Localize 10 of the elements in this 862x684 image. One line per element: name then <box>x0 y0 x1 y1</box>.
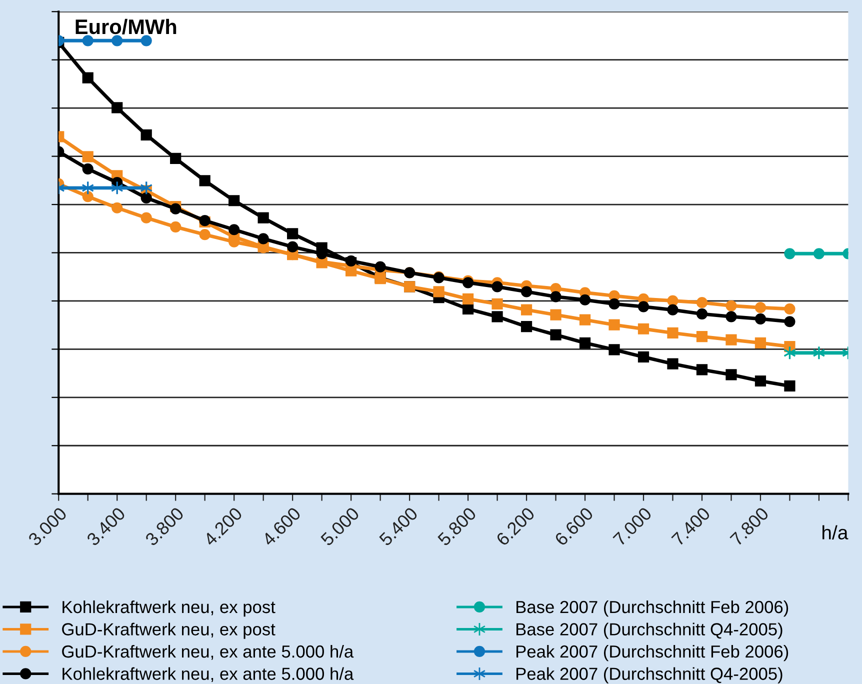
legend-label: Peak 2007 (Durchschnitt Feb 2006) <box>516 644 788 662</box>
legend-label: Base 2007 (Durchschnitt Feb 2006) <box>516 600 788 617</box>
legend-label: Peak 2007 (Durchschnitt Q4-2005) <box>516 667 782 684</box>
legend-label: Base 2007 (Durchschnitt Q4-2005) <box>516 622 782 639</box>
x-axis-title: h/a <box>822 525 848 540</box>
legend-label: GuD-Kraftwerk neu, ex post <box>62 622 276 639</box>
legend-label: Kohlekraftwerk neu, ex ante 5.000 h/a <box>62 667 354 682</box>
y-axis-title: Euro/MWh <box>76 18 176 34</box>
legend-label: GuD-Kraftwerk neu, ex ante 5.000 h/a <box>62 644 354 660</box>
legend-label: Kohlekraftwerk neu, ex post <box>62 600 276 617</box>
